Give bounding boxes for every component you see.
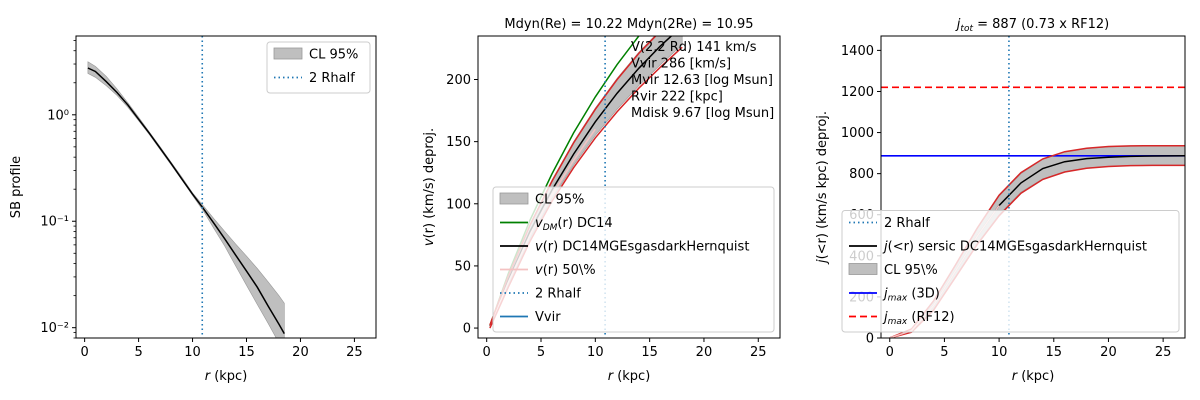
chart-3: 05101520250200400600800100012001400r (kp… (815, 17, 1186, 384)
x-tick-label: 25 (1155, 345, 1172, 360)
legend: CL 95% 2 Rhalf (266, 41, 371, 94)
y-tick-label: 0 (463, 322, 471, 337)
x-axis-label: r (kpc) (1012, 369, 1055, 384)
legend-label: vDM(r) DC14 (535, 216, 613, 233)
axes-frame (477, 35, 781, 339)
legend-swatch-patch (848, 263, 878, 275)
y-tick-label: 10⁻¹ (40, 215, 69, 230)
legend-label: Vvir (535, 310, 561, 325)
x-tick-label: 20 (1100, 345, 1117, 360)
annotation-line: Mdisk 9.67 [log Msun] (631, 106, 774, 121)
legend: CL 95% vDM(r) DC14 v(r) DC14MGEsgasdarkHer… (492, 186, 775, 333)
x-tick-label: 0 (886, 345, 894, 360)
legend-label: v(r) DC14MGEsgasdarkHernquist (535, 240, 749, 255)
annotation-line: V(2.2 Rd) 141 km/s (631, 40, 757, 55)
annotation-line: Mvir 12.63 [log Msun] (631, 73, 773, 88)
axes-frame (880, 35, 1186, 339)
x-tick-label: 25 (346, 345, 363, 360)
legend-label: j(<r) sersic DC14MGEsgasdarkHernquist (882, 240, 1147, 255)
chart-1: 0 5 10 15 20 25 10⁻² 10⁻¹ 10⁰ r (kpc) SB profile CL… (9, 35, 377, 384)
x-tick-label: 10 (991, 345, 1008, 360)
chart-2: 0 5 10 15 20 25 0 50 100 150 200 r (kpc) v(r) (km/s)… (422, 17, 781, 384)
y-tick-label: 800 (849, 167, 874, 182)
x-tick-label: 5 (537, 345, 545, 360)
series-median (87, 67, 285, 334)
x-tick-label: 25 (750, 345, 767, 360)
legend-label: 2 Rhalf (535, 287, 581, 302)
ci-band (87, 61, 285, 338)
y-axis-label: j(<r) (km/s kpc) deproj. (815, 111, 830, 265)
y-axis-label: SB profile (9, 156, 24, 218)
x-tick-label: 15 (1046, 345, 1063, 360)
x-tick-label: 10 (587, 345, 604, 360)
plot-area (87, 36, 285, 338)
y-tick-label: 100 (446, 197, 471, 212)
legend-frame (492, 186, 775, 333)
legend-label: 2 Rhalf (884, 216, 930, 231)
legend-label: v(r) 50\% (535, 263, 596, 278)
x-tick-label: 15 (238, 345, 255, 360)
y-axis-label: v(r) (km/s) deproj. (422, 128, 437, 246)
x-tick-label: 10 (184, 345, 201, 360)
x-tick-label: 0 (80, 345, 88, 360)
y-tick-label: 150 (446, 135, 471, 150)
y-tick-label: 1400 (841, 44, 874, 59)
chart-title: Mdyn(Re) = 10.22 Mdyn(2Re) = 10.95 (504, 17, 753, 32)
y-tick-label: 1200 (841, 85, 874, 100)
legend-label: CL 95\% (884, 263, 938, 278)
x-tick-label: 15 (641, 345, 658, 360)
y-tick-label: 10⁻² (40, 321, 69, 336)
legend-label: CL 95% (309, 48, 358, 63)
legend-label: jmax (3D) (882, 287, 940, 304)
annotation-line: Vvir 286 [km/s] (631, 57, 731, 72)
legend-label: CL 95% (535, 193, 584, 208)
legend-label: 2 Rhalf (309, 71, 355, 86)
x-tick-label: 20 (292, 345, 309, 360)
x-axis-label: r (kpc) (608, 369, 651, 384)
x-tick-label: 5 (940, 345, 948, 360)
x-tick-label: 20 (696, 345, 713, 360)
legend-swatch-patch (499, 192, 529, 205)
y-tick-label: 0 (866, 332, 874, 347)
legend-label: jmax (RF12) (882, 310, 955, 327)
legend: 2 Rhalf j(<r) sersic DC14MGEsgasdarkHernq… (841, 210, 1180, 333)
annotation-line: Rvir 222 [kpc] (631, 90, 723, 105)
x-tick-label: 0 (483, 345, 491, 360)
axes-frame (75, 35, 377, 339)
legend-swatch-patch (273, 47, 303, 60)
y-tick-label: 50 (454, 259, 471, 274)
y-tick-label: 1000 (841, 126, 874, 141)
chart-title: jtot = 887 (0.73 x RF12) (955, 17, 1109, 34)
x-axis-label: r (kpc) (205, 369, 248, 384)
y-tick-label: 10⁰ (47, 108, 69, 123)
legend-frame (841, 210, 1180, 333)
y-tick-label: 200 (446, 73, 471, 88)
x-tick-label: 5 (134, 345, 142, 360)
